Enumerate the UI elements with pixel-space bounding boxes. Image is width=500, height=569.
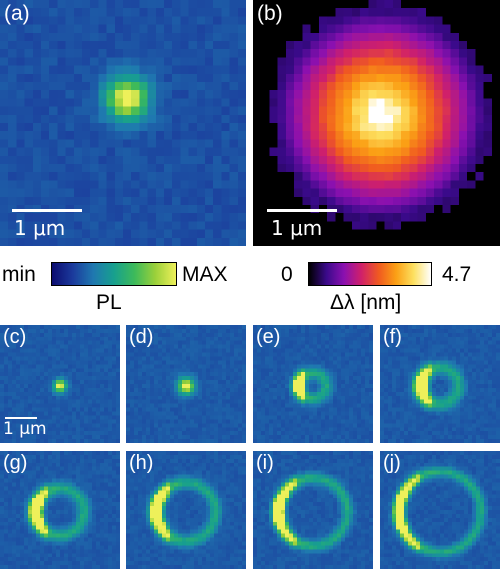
- panel-d: (d): [126, 325, 246, 443]
- panel-label: (h): [129, 452, 154, 474]
- panel-e: (e): [253, 325, 373, 443]
- pl-map-image: [380, 451, 500, 569]
- pl-colorbar-max: MAX: [182, 263, 228, 286]
- pl-map-image: [0, 0, 246, 246]
- panel-i: (i): [253, 451, 373, 569]
- panel-label: (g): [3, 452, 28, 474]
- scale-label: 1 μm: [271, 216, 323, 240]
- shift-map-image: [253, 0, 500, 246]
- pl-colorbar: [51, 262, 177, 286]
- panel-c: (c) 1 μm: [0, 325, 120, 443]
- panel-label: (j): [383, 452, 401, 474]
- shift-colorbar-max: 4.7: [442, 263, 472, 286]
- panel-label: (a): [4, 2, 30, 25]
- pl-colorbar-title: PL: [96, 291, 122, 314]
- panel-label: (i): [256, 452, 274, 474]
- pl-map-image: [126, 325, 246, 443]
- scale-bar: [267, 209, 337, 212]
- pl-colorbar-min: min: [2, 263, 36, 286]
- pl-map-image: [0, 325, 120, 443]
- panel-label: (d): [129, 326, 154, 348]
- shift-colorbar: [308, 262, 432, 286]
- pl-map-image: [253, 451, 373, 569]
- panel-f: (f): [380, 325, 500, 443]
- panel-label: (b): [257, 2, 283, 25]
- shift-colorbar-title: Δλ [nm]: [330, 291, 402, 314]
- scale-label: 1 μm: [14, 216, 66, 240]
- panel-g: (g): [0, 451, 120, 569]
- scale-bar: [12, 209, 82, 212]
- pl-map-image: [126, 451, 246, 569]
- shift-colorbar-min: 0: [281, 263, 293, 286]
- panel-j: (j): [380, 451, 500, 569]
- panel-b: (b) 1 μm: [253, 0, 500, 246]
- scale-label: 1 μm: [3, 419, 47, 439]
- panel-label: (e): [256, 326, 281, 348]
- pl-map-image: [380, 325, 500, 443]
- scale-bar: [5, 417, 37, 419]
- pl-map-image: [0, 451, 120, 569]
- pl-map-image: [253, 325, 373, 443]
- panel-a: (a) 1 μm: [0, 0, 246, 246]
- panel-label: (c): [3, 326, 27, 348]
- panel-label: (f): [383, 326, 402, 348]
- panel-h: (h): [126, 451, 246, 569]
